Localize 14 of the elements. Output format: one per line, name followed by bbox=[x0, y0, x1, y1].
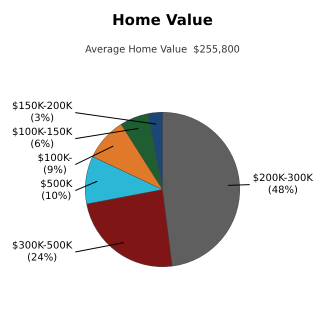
data-label: (48%) bbox=[268, 185, 298, 196]
data-label: (24%) bbox=[27, 252, 58, 264]
data-label: (9%) bbox=[43, 165, 67, 176]
slice-label: $200K-300K bbox=[252, 173, 314, 184]
data-label: (3%) bbox=[30, 113, 54, 124]
data-label: (10%) bbox=[41, 191, 72, 202]
chart-title: Home Value bbox=[112, 10, 213, 29]
slice-label: $100K- bbox=[38, 153, 73, 164]
slice-label: $300K-500K bbox=[12, 240, 73, 252]
slice-label: $100K-150K bbox=[12, 127, 73, 138]
slice-label: $500K bbox=[40, 179, 73, 190]
chart-subtitle: Average Home Value $255,800 bbox=[85, 44, 240, 56]
slice-label: $150K-200K bbox=[12, 101, 73, 112]
data-label: (6%) bbox=[30, 139, 54, 150]
